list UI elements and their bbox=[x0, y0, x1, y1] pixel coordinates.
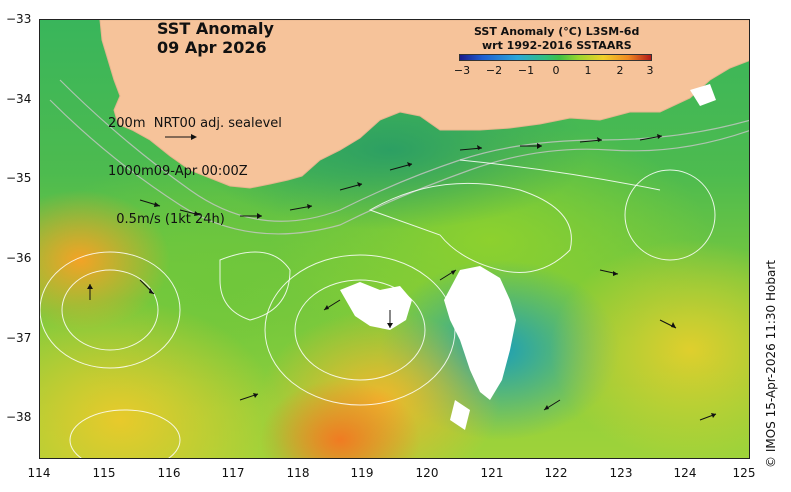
info-line-3: 0.5m/s (1kt 24h) bbox=[108, 212, 225, 227]
colorbar-tick: −1 bbox=[517, 64, 535, 77]
x-tick-label: 121 bbox=[480, 466, 504, 480]
x-tick-label: 116 bbox=[157, 466, 181, 480]
y-tick-label: −38 bbox=[6, 410, 32, 424]
y-tick-label: −37 bbox=[6, 331, 32, 345]
colorbar-tick: −3 bbox=[453, 64, 471, 77]
x-tick-label: 115 bbox=[92, 466, 116, 480]
colorbar-tick: −2 bbox=[485, 64, 503, 77]
colorbar-tick: 2 bbox=[616, 64, 624, 77]
colorbar-tick: 0 bbox=[552, 64, 560, 77]
velocity-scale-arrow bbox=[165, 134, 197, 140]
map-title: SST Anomaly 09 Apr 2026 bbox=[157, 19, 274, 57]
sst-map[interactable] bbox=[39, 19, 750, 459]
map-info-legend: 200m NRT00 adj. sealevel 1000m09-Apr 00:… bbox=[108, 84, 282, 244]
title-date: 09 Apr 2026 bbox=[157, 38, 267, 57]
title-line-1: SST Anomaly bbox=[157, 19, 274, 38]
info-line-1: 200m NRT00 adj. sealevel bbox=[108, 116, 282, 131]
map-layer bbox=[40, 20, 749, 458]
current-vectors bbox=[87, 134, 717, 421]
colorbar-tick: 3 bbox=[646, 64, 654, 77]
x-tick-label: 114 bbox=[27, 466, 51, 480]
sealevel-contours bbox=[40, 159, 716, 458]
x-tick-label: 124 bbox=[673, 466, 697, 480]
australia-landmass bbox=[99, 20, 749, 189]
cloud-mask bbox=[340, 84, 716, 430]
x-tick-label: 120 bbox=[415, 466, 439, 480]
x-tick-label: 118 bbox=[286, 466, 310, 480]
colorbar-title: SST Anomaly (°C) L3SM-6d bbox=[474, 25, 640, 38]
imos-credit: © IMOS 15-Apr-2026 11:30 Hobart bbox=[764, 260, 778, 468]
x-tick-label: 123 bbox=[609, 466, 633, 480]
x-tick-label: 125 bbox=[732, 466, 756, 480]
colorbar bbox=[459, 54, 652, 61]
y-tick-label: −35 bbox=[6, 171, 32, 185]
y-tick-label: −33 bbox=[6, 12, 32, 26]
colorbar-subtitle: wrt 1992-2016 SSTAARS bbox=[482, 39, 632, 52]
y-tick-label: −36 bbox=[6, 251, 32, 265]
y-tick-label: −34 bbox=[6, 92, 32, 106]
x-tick-label: 122 bbox=[544, 466, 568, 480]
isobath-lines bbox=[49, 79, 749, 235]
x-tick-label: 119 bbox=[350, 466, 374, 480]
colorbar-tick: 1 bbox=[584, 64, 592, 77]
info-line-2: 1000m09-Apr 00:00Z bbox=[108, 164, 248, 179]
x-tick-label: 117 bbox=[221, 466, 245, 480]
